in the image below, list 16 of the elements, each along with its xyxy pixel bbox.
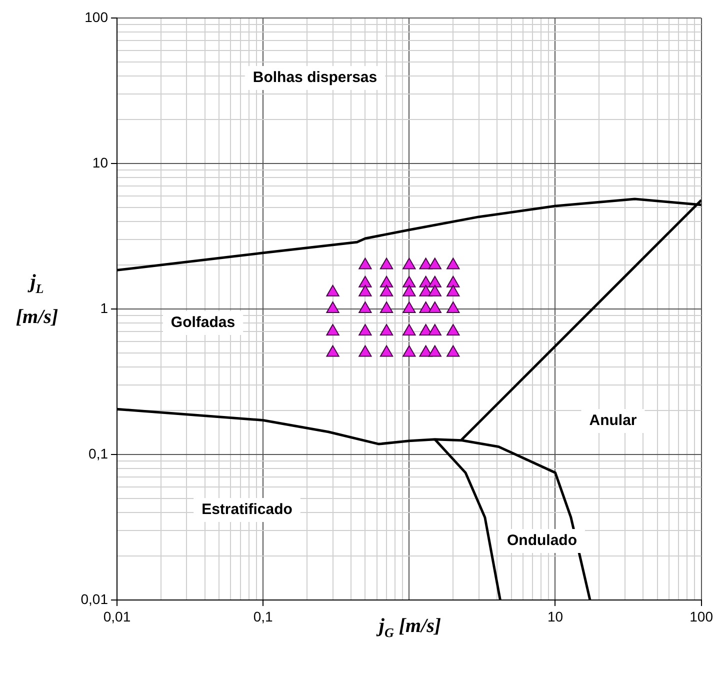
- x-tick-label: 0,1: [253, 608, 274, 624]
- y-axis-title: j$_{L}$ [m/s]: [14, 270, 60, 330]
- annotation: Estratificado: [202, 501, 292, 518]
- x-tick-label: 100: [690, 608, 714, 624]
- x-tick-label: 0,01: [103, 608, 131, 624]
- y-tick-label: 0,1: [88, 445, 108, 462]
- annotation: Golfadas: [170, 314, 236, 332]
- y-tick-label: 0,01: [80, 590, 108, 607]
- y-tick-label: 100: [84, 8, 108, 25]
- y-tick-label: 10: [92, 154, 108, 170]
- x-axis-title: j$_{G}$ [m/s]: [375, 614, 442, 642]
- annotation: Anular: [589, 412, 637, 430]
- annotation: Bolhas dispersas: [252, 69, 378, 86]
- x-tick-label: 10: [547, 608, 564, 624]
- y-tick-label: 1: [100, 300, 108, 316]
- annotation: Ondulado: [507, 532, 577, 550]
